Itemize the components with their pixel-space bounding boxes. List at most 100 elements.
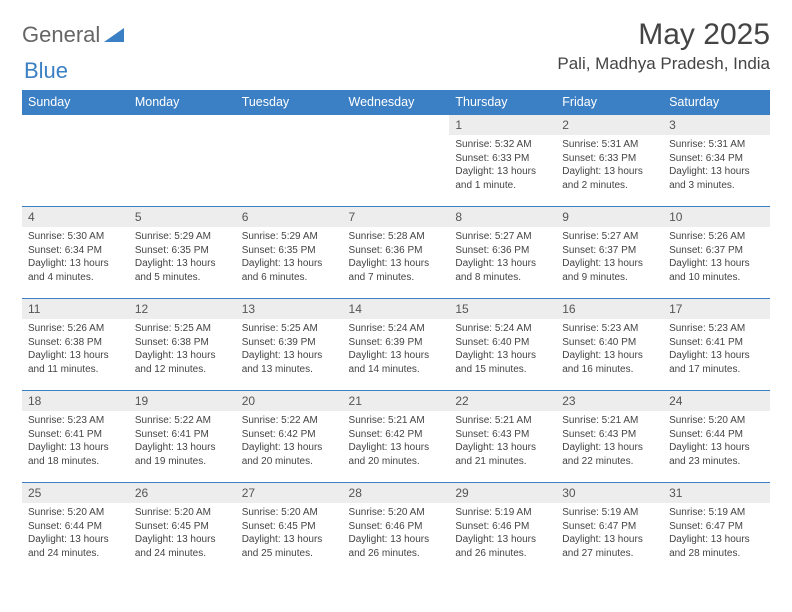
daylight-text: Daylight: 13 hours and 10 minutes.: [669, 257, 764, 284]
daylight-text: Daylight: 13 hours and 20 minutes.: [349, 441, 444, 468]
calendar-day: ..: [343, 115, 450, 207]
sunset-text: Sunset: 6:44 PM: [669, 428, 764, 442]
day-details: Sunrise: 5:23 AMSunset: 6:40 PMDaylight:…: [556, 319, 663, 379]
calendar-day: 9Sunrise: 5:27 AMSunset: 6:37 PMDaylight…: [556, 207, 663, 299]
weekday-header: Monday: [129, 90, 236, 115]
day-details: Sunrise: 5:25 AMSunset: 6:39 PMDaylight:…: [236, 319, 343, 379]
day-details: Sunrise: 5:20 AMSunset: 6:45 PMDaylight:…: [236, 503, 343, 563]
day-number: 15: [449, 299, 556, 319]
calendar-week: 25Sunrise: 5:20 AMSunset: 6:44 PMDayligh…: [22, 483, 770, 575]
weekday-header: Wednesday: [343, 90, 450, 115]
calendar-day: 16Sunrise: 5:23 AMSunset: 6:40 PMDayligh…: [556, 299, 663, 391]
sunrise-text: Sunrise: 5:19 AM: [669, 506, 764, 520]
sunrise-text: Sunrise: 5:19 AM: [562, 506, 657, 520]
day-number: 24: [663, 391, 770, 411]
sunrise-text: Sunrise: 5:25 AM: [135, 322, 230, 336]
month-title: May 2025: [557, 18, 770, 52]
calendar-day: ..: [22, 115, 129, 207]
calendar-day: 25Sunrise: 5:20 AMSunset: 6:44 PMDayligh…: [22, 483, 129, 575]
day-details: Sunrise: 5:32 AMSunset: 6:33 PMDaylight:…: [449, 135, 556, 195]
day-number: 28: [343, 483, 450, 503]
sunrise-text: Sunrise: 5:30 AM: [28, 230, 123, 244]
sunset-text: Sunset: 6:35 PM: [242, 244, 337, 258]
weekday-header: Tuesday: [236, 90, 343, 115]
daylight-text: Daylight: 13 hours and 27 minutes.: [562, 533, 657, 560]
daylight-text: Daylight: 13 hours and 11 minutes.: [28, 349, 123, 376]
sunset-text: Sunset: 6:41 PM: [135, 428, 230, 442]
calendar-week: 18Sunrise: 5:23 AMSunset: 6:41 PMDayligh…: [22, 391, 770, 483]
day-details: Sunrise: 5:23 AMSunset: 6:41 PMDaylight:…: [663, 319, 770, 379]
daylight-text: Daylight: 13 hours and 3 minutes.: [669, 165, 764, 192]
calendar-day: 27Sunrise: 5:20 AMSunset: 6:45 PMDayligh…: [236, 483, 343, 575]
calendar-week: ........1Sunrise: 5:32 AMSunset: 6:33 PM…: [22, 115, 770, 207]
sunset-text: Sunset: 6:37 PM: [562, 244, 657, 258]
calendar-head: SundayMondayTuesdayWednesdayThursdayFrid…: [22, 90, 770, 115]
sunset-text: Sunset: 6:47 PM: [562, 520, 657, 534]
daylight-text: Daylight: 13 hours and 8 minutes.: [455, 257, 550, 284]
day-details: Sunrise: 5:21 AMSunset: 6:43 PMDaylight:…: [556, 411, 663, 471]
day-details: Sunrise: 5:27 AMSunset: 6:37 PMDaylight:…: [556, 227, 663, 287]
sunrise-text: Sunrise: 5:26 AM: [669, 230, 764, 244]
daylight-text: Daylight: 13 hours and 18 minutes.: [28, 441, 123, 468]
calendar-day: 3Sunrise: 5:31 AMSunset: 6:34 PMDaylight…: [663, 115, 770, 207]
sunset-text: Sunset: 6:46 PM: [455, 520, 550, 534]
sunset-text: Sunset: 6:39 PM: [242, 336, 337, 350]
daylight-text: Daylight: 13 hours and 19 minutes.: [135, 441, 230, 468]
sunrise-text: Sunrise: 5:25 AM: [242, 322, 337, 336]
calendar-week: 4Sunrise: 5:30 AMSunset: 6:34 PMDaylight…: [22, 207, 770, 299]
day-details: Sunrise: 5:24 AMSunset: 6:39 PMDaylight:…: [343, 319, 450, 379]
sunrise-text: Sunrise: 5:20 AM: [135, 506, 230, 520]
daylight-text: Daylight: 13 hours and 15 minutes.: [455, 349, 550, 376]
day-number: 25: [22, 483, 129, 503]
daylight-text: Daylight: 13 hours and 22 minutes.: [562, 441, 657, 468]
day-details: Sunrise: 5:28 AMSunset: 6:36 PMDaylight:…: [343, 227, 450, 287]
sunrise-text: Sunrise: 5:26 AM: [28, 322, 123, 336]
sunrise-text: Sunrise: 5:31 AM: [669, 138, 764, 152]
day-number: 1: [449, 115, 556, 135]
daylight-text: Daylight: 13 hours and 17 minutes.: [669, 349, 764, 376]
title-block: May 2025 Pali, Madhya Pradesh, India: [557, 18, 770, 74]
logo-text-general: General: [22, 22, 100, 48]
day-number: 29: [449, 483, 556, 503]
sunset-text: Sunset: 6:45 PM: [242, 520, 337, 534]
sunset-text: Sunset: 6:43 PM: [562, 428, 657, 442]
day-details: Sunrise: 5:20 AMSunset: 6:44 PMDaylight:…: [663, 411, 770, 471]
sunset-text: Sunset: 6:33 PM: [562, 152, 657, 166]
day-number: 12: [129, 299, 236, 319]
sunrise-text: Sunrise: 5:21 AM: [562, 414, 657, 428]
day-number: 2: [556, 115, 663, 135]
day-details: Sunrise: 5:19 AMSunset: 6:47 PMDaylight:…: [556, 503, 663, 563]
sunset-text: Sunset: 6:44 PM: [28, 520, 123, 534]
sunrise-text: Sunrise: 5:32 AM: [455, 138, 550, 152]
sunset-text: Sunset: 6:41 PM: [28, 428, 123, 442]
sunrise-text: Sunrise: 5:20 AM: [242, 506, 337, 520]
daylight-text: Daylight: 13 hours and 4 minutes.: [28, 257, 123, 284]
daylight-text: Daylight: 13 hours and 1 minute.: [455, 165, 550, 192]
sunrise-text: Sunrise: 5:23 AM: [562, 322, 657, 336]
sunset-text: Sunset: 6:36 PM: [455, 244, 550, 258]
calendar-day: 23Sunrise: 5:21 AMSunset: 6:43 PMDayligh…: [556, 391, 663, 483]
daylight-text: Daylight: 13 hours and 5 minutes.: [135, 257, 230, 284]
day-details: Sunrise: 5:23 AMSunset: 6:41 PMDaylight:…: [22, 411, 129, 471]
sunrise-text: Sunrise: 5:23 AM: [28, 414, 123, 428]
day-details: Sunrise: 5:22 AMSunset: 6:41 PMDaylight:…: [129, 411, 236, 471]
daylight-text: Daylight: 13 hours and 16 minutes.: [562, 349, 657, 376]
sunrise-text: Sunrise: 5:19 AM: [455, 506, 550, 520]
day-number: 19: [129, 391, 236, 411]
logo-triangle-icon: [104, 22, 124, 48]
day-details: Sunrise: 5:29 AMSunset: 6:35 PMDaylight:…: [236, 227, 343, 287]
day-number: 4: [22, 207, 129, 227]
sunrise-text: Sunrise: 5:31 AM: [562, 138, 657, 152]
day-number: 31: [663, 483, 770, 503]
weekday-header: Saturday: [663, 90, 770, 115]
day-number: 16: [556, 299, 663, 319]
weekday-header: Thursday: [449, 90, 556, 115]
sunrise-text: Sunrise: 5:20 AM: [28, 506, 123, 520]
weekday-header: Sunday: [22, 90, 129, 115]
calendar-day: 28Sunrise: 5:20 AMSunset: 6:46 PMDayligh…: [343, 483, 450, 575]
sunrise-text: Sunrise: 5:22 AM: [242, 414, 337, 428]
day-details: Sunrise: 5:19 AMSunset: 6:47 PMDaylight:…: [663, 503, 770, 563]
calendar-day: 20Sunrise: 5:22 AMSunset: 6:42 PMDayligh…: [236, 391, 343, 483]
day-details: Sunrise: 5:19 AMSunset: 6:46 PMDaylight:…: [449, 503, 556, 563]
sunset-text: Sunset: 6:34 PM: [669, 152, 764, 166]
